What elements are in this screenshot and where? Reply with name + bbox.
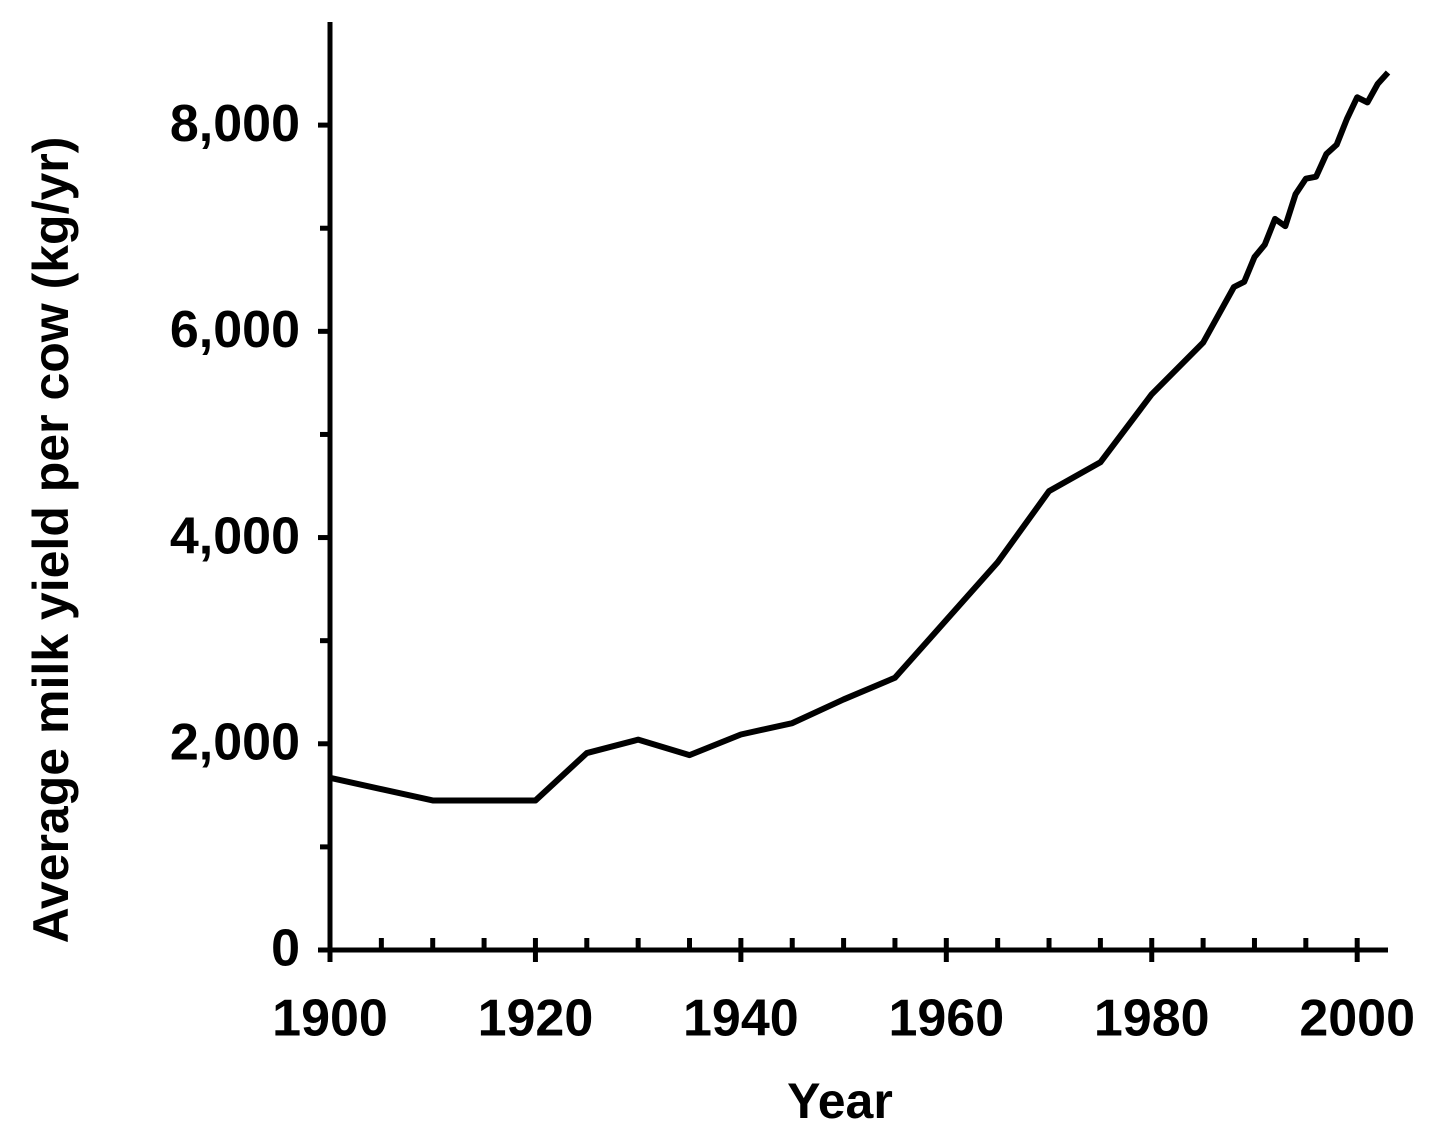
x-tick-label: 2000 <box>1299 990 1415 1048</box>
y-tick-label: 2,000 <box>170 714 300 772</box>
x-tick-label: 1960 <box>888 990 1004 1048</box>
y-axis-title: Average milk yield per cow (kg/yr) <box>23 137 79 944</box>
x-tick-label: 1900 <box>272 990 388 1048</box>
x-tick-label: 1980 <box>1094 990 1210 1048</box>
y-tick-label: 0 <box>271 920 300 978</box>
y-tick-label: 6,000 <box>170 301 300 359</box>
y-tick-label: 4,000 <box>170 507 300 565</box>
y-tick-label: 8,000 <box>170 95 300 153</box>
x-axis-title: Year <box>787 1073 893 1129</box>
x-tick-label: 1920 <box>478 990 594 1048</box>
x-tick-label: 1940 <box>683 990 799 1048</box>
data-line <box>329 70 1391 804</box>
